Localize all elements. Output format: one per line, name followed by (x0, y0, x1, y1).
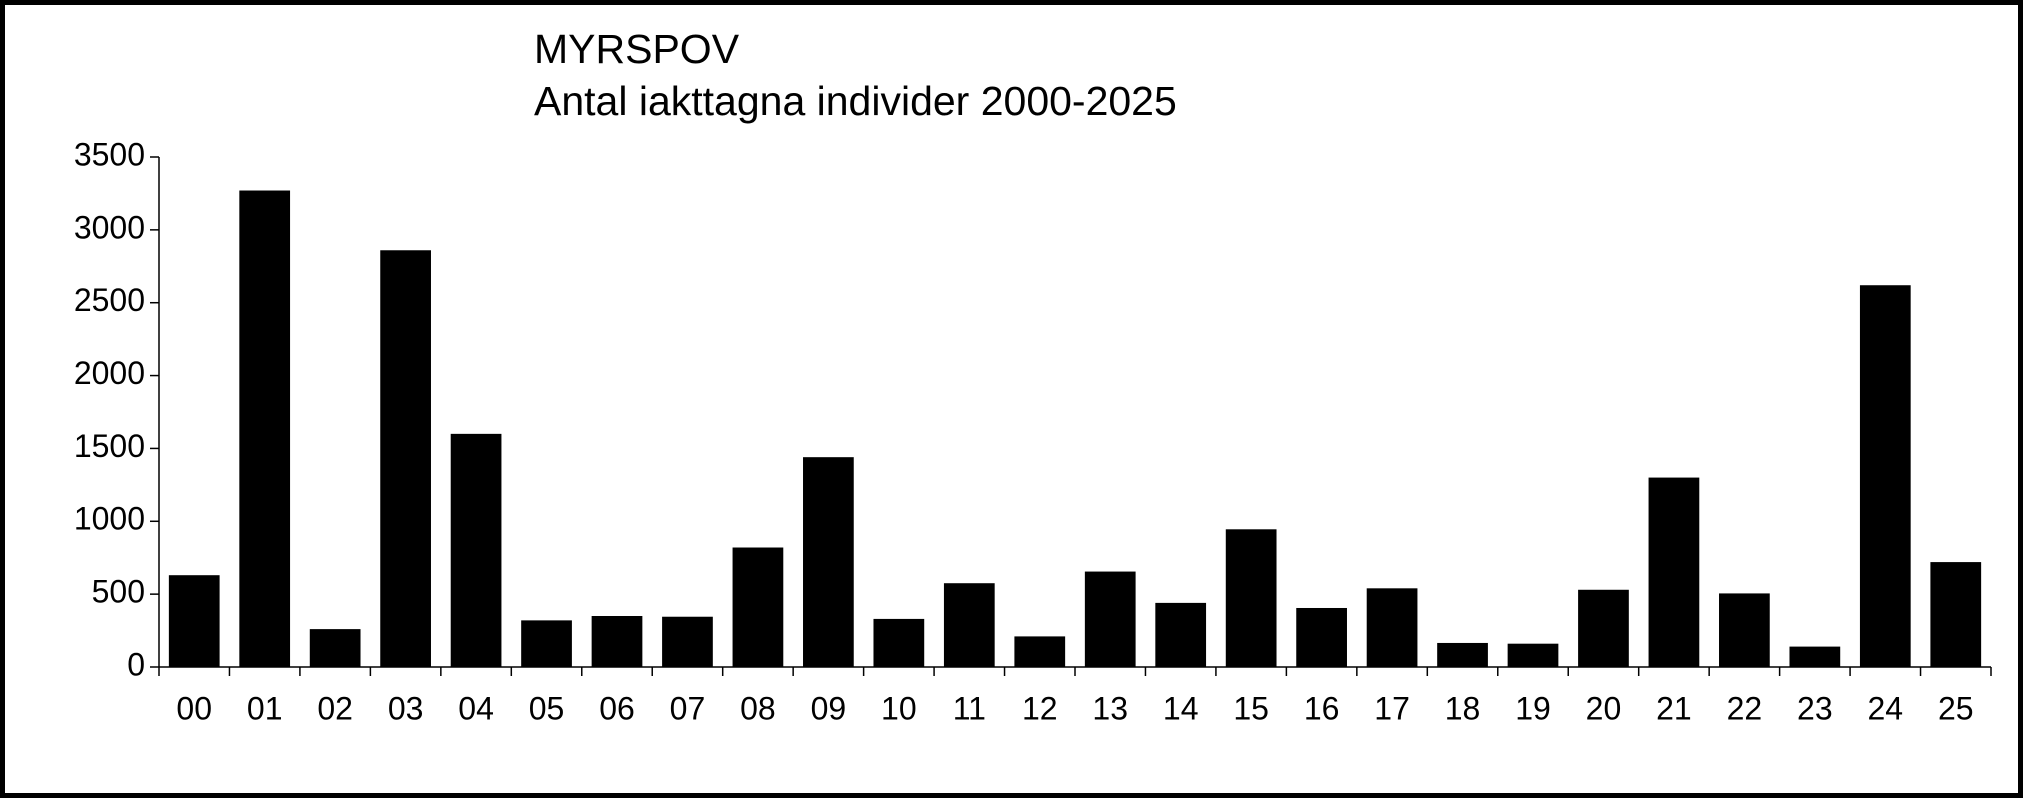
x-tick-label: 18 (1445, 690, 1481, 726)
x-tick-label: 07 (670, 690, 706, 726)
x-tick-label: 24 (1868, 690, 1904, 726)
x-tick-label: 19 (1515, 690, 1551, 726)
bar (1084, 571, 1136, 667)
x-tick-label: 13 (1092, 690, 1128, 726)
y-tick-label: 3500 (74, 136, 145, 172)
x-tick-label: 22 (1727, 690, 1763, 726)
x-tick-label: 06 (599, 690, 635, 726)
x-tick-label: 09 (811, 690, 847, 726)
bar (168, 575, 220, 667)
bar (1648, 477, 1700, 667)
bar (521, 620, 572, 667)
y-tick-label: 2500 (74, 282, 145, 318)
y-tick-label: 1500 (74, 428, 145, 464)
x-tick-label: 02 (317, 690, 353, 726)
x-tick-label: 14 (1163, 690, 1199, 726)
bar (1437, 642, 1488, 667)
x-tick-label: 08 (740, 690, 776, 726)
bar (380, 250, 431, 667)
x-tick-label: 10 (881, 690, 917, 726)
chart-title: MYRSPOV (534, 26, 740, 72)
bar (1719, 593, 1770, 667)
bar (732, 547, 784, 667)
x-tick-label: 15 (1233, 690, 1269, 726)
x-tick-label: 00 (176, 690, 212, 726)
y-tick-label: 0 (127, 646, 145, 682)
bar (1225, 529, 1277, 667)
x-tick-label: 21 (1656, 690, 1692, 726)
bar (1859, 285, 1911, 667)
bar (239, 190, 291, 667)
x-tick-label: 23 (1797, 690, 1833, 726)
bar (943, 583, 995, 667)
bar (873, 618, 925, 667)
bar (662, 616, 713, 667)
bar (1155, 602, 1207, 667)
y-tick-label: 3000 (74, 209, 145, 245)
bar (1930, 562, 1982, 667)
bar (1578, 589, 1629, 667)
x-tick-label: 05 (529, 690, 565, 726)
y-tick-label: 2000 (74, 355, 145, 391)
chart-subtitle: Antal iakttagna individer 2000-2025 (534, 78, 1177, 124)
x-tick-label: 25 (1938, 690, 1974, 726)
y-tick-label: 500 (92, 574, 145, 610)
bar (309, 629, 361, 667)
bar (450, 433, 502, 667)
x-tick-label: 12 (1022, 690, 1058, 726)
x-tick-label: 20 (1586, 690, 1622, 726)
x-tick-label: 16 (1304, 690, 1340, 726)
bar (1366, 588, 1418, 667)
x-tick-label: 01 (247, 690, 283, 726)
bar (803, 457, 854, 667)
x-tick-label: 17 (1374, 690, 1410, 726)
x-tick-label: 11 (953, 690, 986, 726)
bar (1296, 607, 1347, 667)
x-tick-label: 04 (458, 690, 494, 726)
bar (1789, 646, 1841, 667)
bar (1014, 636, 1066, 667)
x-tick-label: 03 (388, 690, 424, 726)
y-tick-label: 1000 (74, 501, 145, 537)
bar (591, 616, 643, 667)
bar (1507, 643, 1559, 667)
